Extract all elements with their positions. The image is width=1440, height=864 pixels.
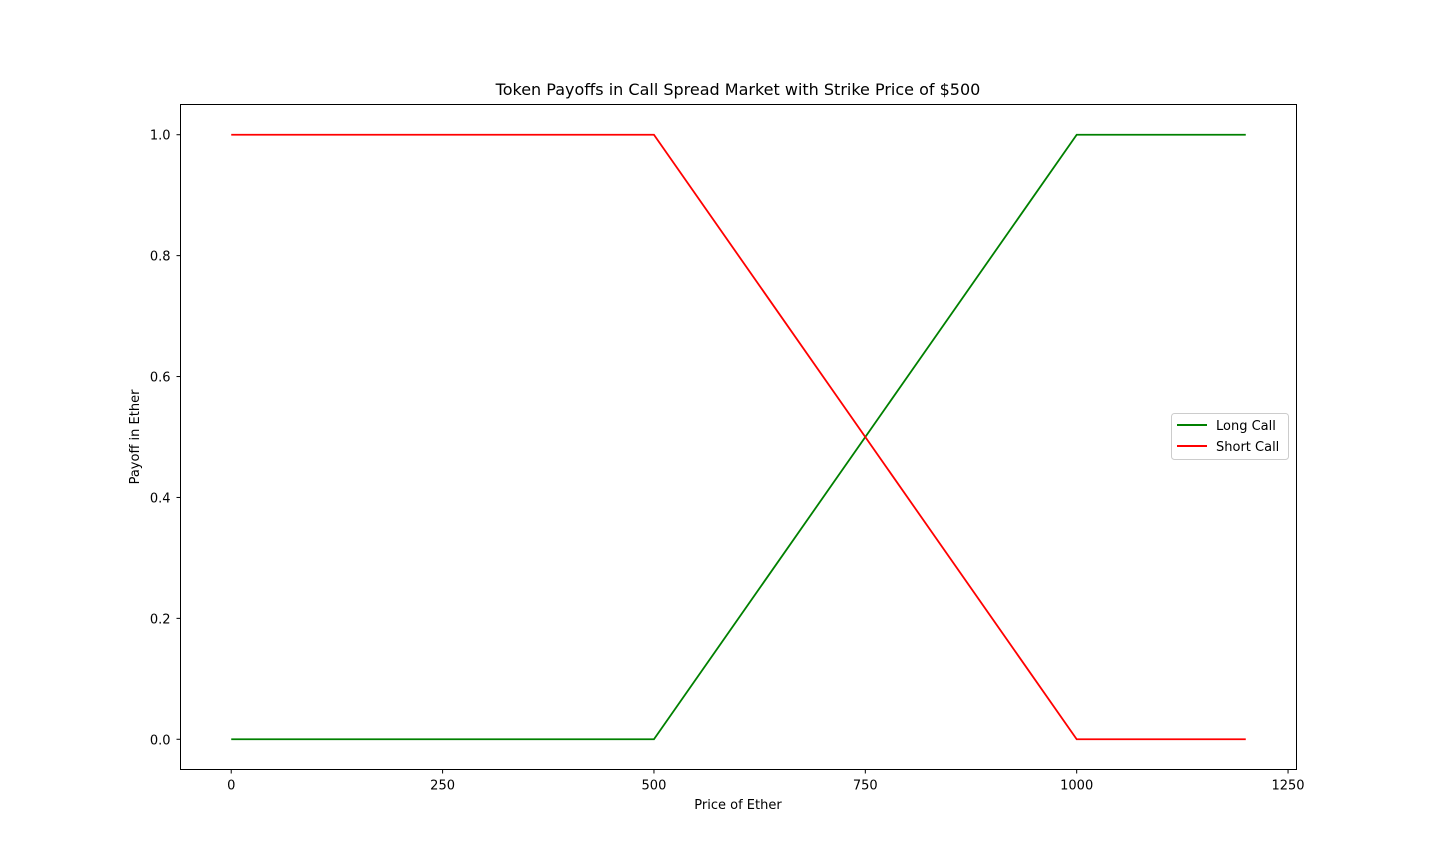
x-axis-ticks: 0 250 500 750 1000 1250 <box>227 769 1305 794</box>
plot-area <box>180 104 1297 770</box>
x-tick-label: 750 <box>853 779 878 794</box>
y-tick-label: 1.0 <box>150 129 171 144</box>
y-axis-ticks: 0.0 0.2 0.4 0.6 0.8 1.0 <box>150 129 181 748</box>
x-tick-label: 250 <box>430 779 455 794</box>
legend-label-short-call: Short Call <box>1216 440 1279 455</box>
y-tick-label: 0.2 <box>150 612 171 627</box>
y-tick-label: 0.8 <box>150 250 171 265</box>
series-line-short-call <box>231 133 1246 741</box>
y-tick-label: 0.4 <box>150 491 171 506</box>
y-tick-label: 0.6 <box>150 371 171 386</box>
x-tick-label: 500 <box>642 779 667 794</box>
y-tick-label: 0.0 <box>150 733 171 748</box>
x-tick-label: 1250 <box>1271 779 1304 794</box>
x-axis-label: Price of Ether <box>694 798 782 813</box>
legend-label-long-call: Long Call <box>1216 419 1276 434</box>
legend: Long Call Short Call <box>1171 413 1289 460</box>
y-axis-label: Payoff in Ether <box>128 389 143 484</box>
chart-title: Token Payoffs in Call Spread Market with… <box>495 80 981 99</box>
x-tick-label: 1000 <box>1060 779 1093 794</box>
series-lines <box>231 133 1246 741</box>
x-tick-label: 0 <box>227 779 235 794</box>
